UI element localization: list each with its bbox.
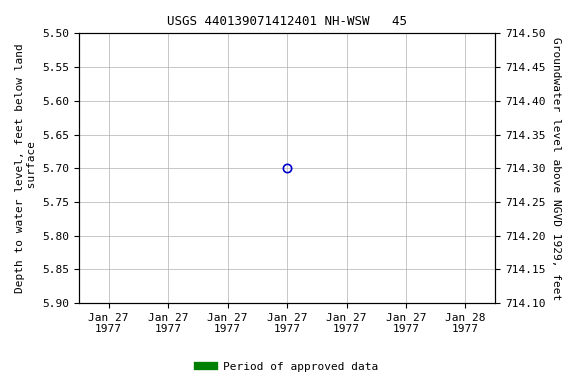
Y-axis label: Depth to water level, feet below land
 surface: Depth to water level, feet below land su…	[15, 43, 37, 293]
Y-axis label: Groundwater level above NGVD 1929, feet: Groundwater level above NGVD 1929, feet	[551, 36, 561, 300]
Legend: Period of approved data: Period of approved data	[193, 358, 383, 377]
Title: USGS 440139071412401 NH-WSW   45: USGS 440139071412401 NH-WSW 45	[167, 15, 407, 28]
